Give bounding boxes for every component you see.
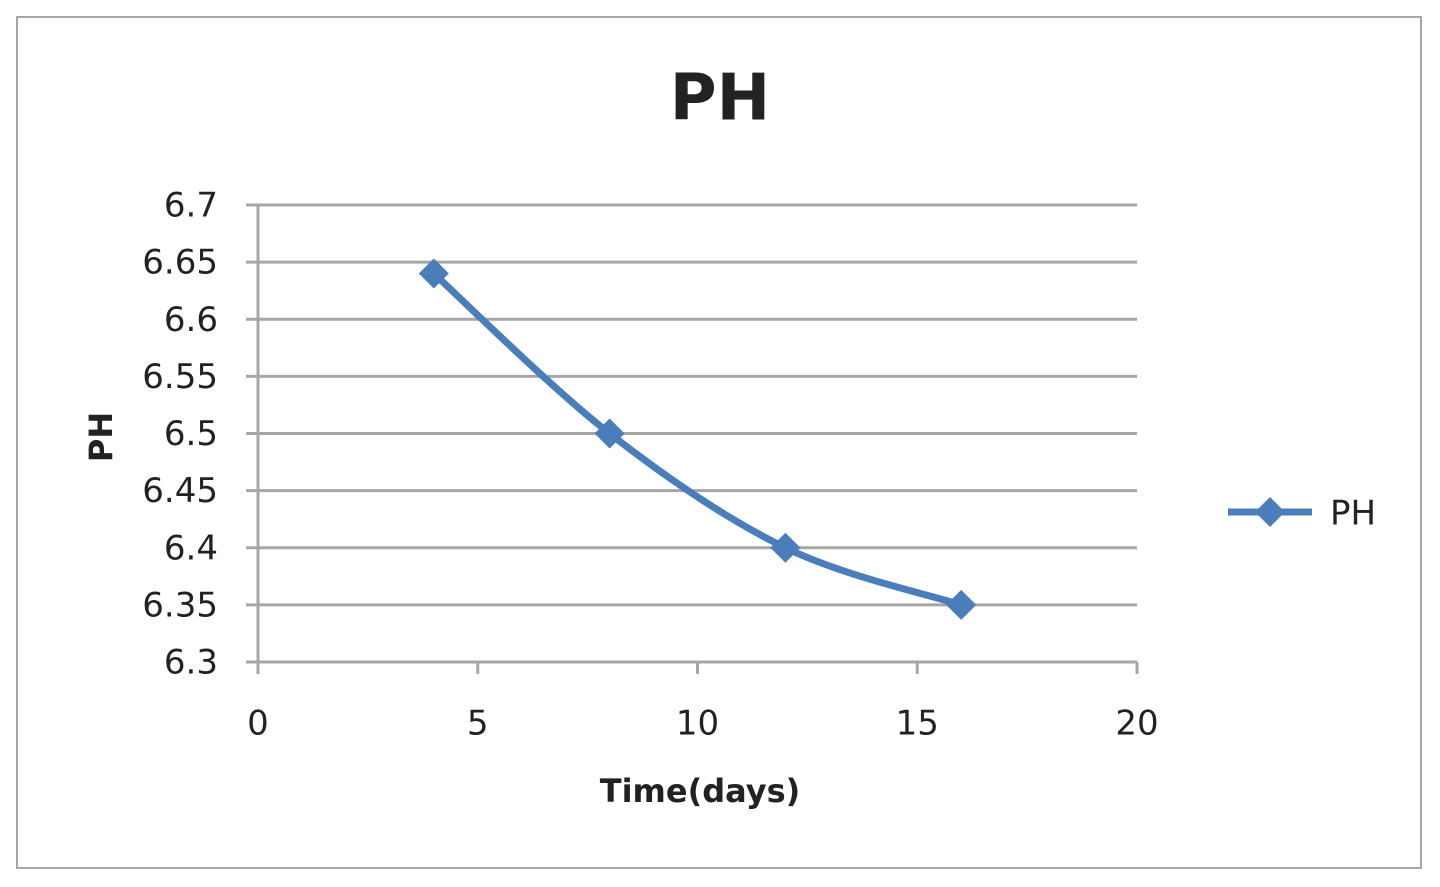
- y-tick-label: 6.3: [164, 643, 218, 683]
- y-tick-label: 6.5: [164, 414, 218, 454]
- x-tick-label: 0: [247, 704, 269, 744]
- legend-marker: [1255, 497, 1285, 527]
- x-tick-label: 5: [467, 704, 489, 744]
- y-tick-label: 6.4: [164, 528, 218, 568]
- y-tick-label: 6.65: [142, 243, 218, 283]
- data-marker: [594, 418, 625, 449]
- x-axis-label: Time(days): [600, 772, 801, 810]
- chart-frame: [16, 16, 1422, 869]
- x-tick-label: 20: [1115, 704, 1158, 744]
- y-tick-label: 6.7: [164, 186, 218, 226]
- chart-title: PH: [670, 62, 770, 136]
- y-tick-label: 6.45: [142, 471, 218, 511]
- y-tick-label: 6.6: [164, 300, 218, 340]
- data-marker: [946, 589, 977, 620]
- y-tick-label: 6.35: [142, 585, 218, 625]
- data-marker: [770, 532, 801, 563]
- x-tick-label: 15: [896, 704, 939, 744]
- y-tick-label: 6.55: [142, 357, 218, 397]
- data-marker: [418, 258, 449, 289]
- x-tick-label: 10: [676, 704, 719, 744]
- y-axis-label: PH: [82, 412, 120, 462]
- legend-label: PH: [1330, 494, 1376, 534]
- series-line: [431, 270, 963, 609]
